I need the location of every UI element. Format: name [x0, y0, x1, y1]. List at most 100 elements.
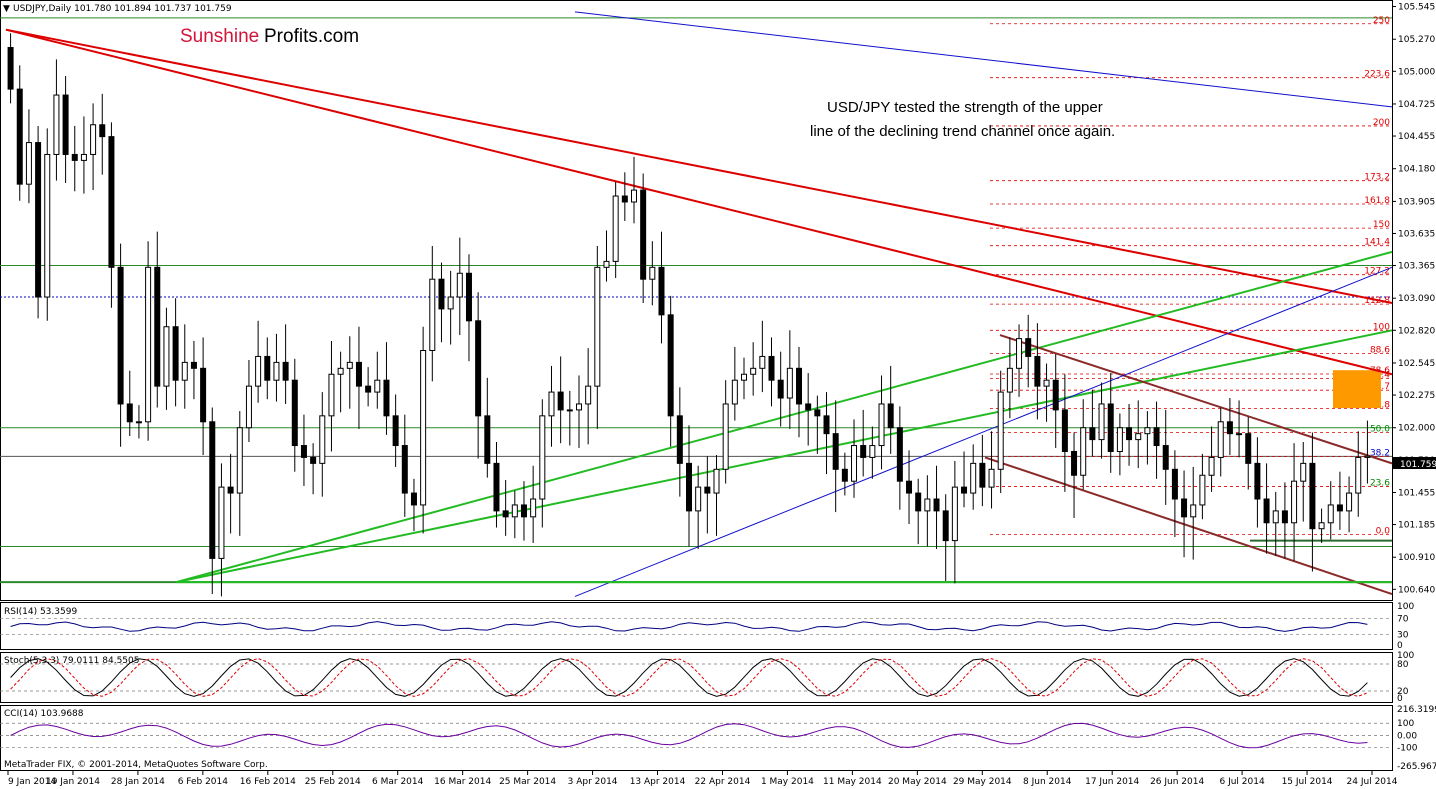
candle-body	[594, 266, 601, 387]
price-tick-label: 105.545	[1398, 3, 1435, 13]
candle-body	[1254, 462, 1261, 500]
candle-body	[988, 468, 995, 488]
candle-body	[686, 462, 692, 512]
candle-body	[300, 445, 307, 458]
candle-body	[1071, 450, 1078, 476]
date-tick-label: 16 Mar 2014	[434, 777, 491, 787]
candle-body	[328, 373, 335, 417]
current-price-tag-bg	[1393, 457, 1436, 469]
candle-body	[346, 361, 353, 369]
candle-body	[1318, 522, 1325, 530]
trend-line-upper-red-1	[5, 28, 1393, 376]
candle-body	[1364, 455, 1371, 458]
date-tick-label: 11 May 2014	[823, 777, 882, 787]
candle-body	[383, 379, 390, 417]
candle-body	[1291, 480, 1298, 524]
candle-body	[1181, 498, 1188, 518]
date-tick-label: 13 Apr 2014	[630, 777, 686, 787]
date-tick-label: 26 Jun 2014	[1150, 777, 1204, 787]
candle-body	[1107, 403, 1114, 452]
fibo-level-label: 38.2	[1370, 449, 1390, 459]
candle-body	[658, 266, 665, 316]
price-tick-label: 102.000	[1398, 424, 1435, 434]
candle-body	[1025, 338, 1032, 357]
symbol-line: USDJPY,Daily 101.780 101.894 101.737 101…	[13, 4, 232, 14]
rsi-line	[10, 621, 1368, 632]
rsi-axis-top: 100	[1397, 602, 1414, 612]
candle-body	[1126, 427, 1133, 441]
candle-body	[860, 445, 867, 458]
candle-body	[181, 361, 188, 381]
annotation-line-2: line of the declining trend channel once…	[810, 123, 1115, 140]
candle-body	[44, 153, 51, 298]
rsi-panel	[0, 602, 1393, 650]
candle-body	[282, 361, 289, 381]
date-tick-label: 3 Apr 2014	[568, 777, 618, 787]
date-tick-label: 8 Jun 2014	[1023, 777, 1072, 787]
resistance-zone	[1333, 370, 1381, 409]
candle-body	[310, 456, 317, 464]
candle-body	[154, 266, 161, 387]
candle-body	[530, 498, 537, 518]
date-tick-label: 20 May 2014	[888, 777, 947, 787]
cci-level-100-label: 100	[1397, 719, 1414, 729]
candle-body	[887, 403, 894, 429]
candle-body	[1300, 462, 1307, 482]
candle-body	[924, 498, 931, 512]
price-tick-label: 103.635	[1398, 229, 1435, 239]
candle-body	[1245, 433, 1252, 464]
candle-body	[961, 486, 968, 494]
candle-body	[227, 486, 234, 494]
candle-body	[997, 391, 1004, 470]
date-tick-label: 24 Jul 2014	[1347, 777, 1398, 787]
candle-body	[520, 504, 527, 518]
date-tick-label: 16 Feb 2014	[240, 777, 296, 787]
annotation-line-1: USD/JPY tested the strength of the upper	[827, 99, 1103, 116]
candle-body	[429, 278, 436, 351]
candle-body	[649, 266, 656, 280]
fibonacci-levels: 0.023.638.250.061.870.776.478.688.610011…	[990, 16, 1392, 537]
candle-body	[1043, 379, 1050, 387]
stoch-axis-bottom: 0	[1397, 694, 1403, 704]
candle-body	[869, 445, 876, 458]
candle-body	[750, 367, 757, 375]
fibo-level-label: 100	[1373, 322, 1390, 332]
candle-body	[80, 153, 87, 161]
price-tick-label: 103.905	[1398, 197, 1435, 207]
candle-body	[1135, 433, 1142, 441]
date-tick-label: 22 Apr 2014	[695, 777, 751, 787]
candle-body	[942, 510, 949, 542]
candle-body	[1144, 427, 1151, 435]
candle-body	[1190, 504, 1197, 518]
price-tick-label: 105.000	[1398, 67, 1435, 77]
candle-body	[456, 272, 463, 298]
candle-body	[126, 403, 133, 423]
candle-body	[814, 409, 821, 417]
price-tick-label: 103.365	[1398, 262, 1435, 272]
chart-dropdown-icon[interactable]: ▼	[3, 4, 10, 14]
date-tick-label: 6 Jul 2014	[1219, 777, 1264, 787]
candle-body	[255, 355, 262, 387]
candle-body	[841, 468, 848, 482]
date-tick-label: 15 Jul 2014	[1282, 777, 1333, 787]
brand-profits: Profits.com	[264, 26, 359, 47]
candle-body	[906, 480, 913, 494]
candle-body	[484, 415, 491, 464]
candle-body	[410, 492, 417, 506]
fibo-level-label: 150	[1373, 220, 1390, 230]
axes: 105.545 105.270 105.000 104.725 104.455 104.1…	[7, 3, 1435, 787]
fibo-level-label: 88.6	[1370, 346, 1390, 356]
candle-body	[401, 445, 408, 494]
trend-line-channel-lower	[984, 456, 1393, 596]
price-tick-label: 101.185	[1398, 521, 1435, 531]
candle-body	[1199, 474, 1206, 506]
candle-body	[7, 47, 14, 90]
candle-body	[447, 296, 454, 310]
candle-body	[236, 427, 243, 494]
fibo-level-label: 127.2	[1364, 267, 1390, 277]
candle-body	[1080, 427, 1087, 476]
candle-body	[805, 403, 812, 411]
candle-body	[933, 498, 940, 512]
candle-body	[1208, 456, 1215, 476]
